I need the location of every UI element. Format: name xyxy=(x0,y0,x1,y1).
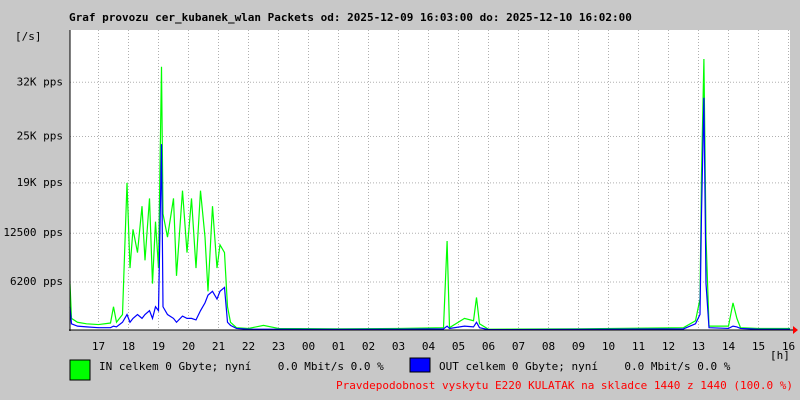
series-line xyxy=(69,97,790,331)
x-tick-label: 04 xyxy=(422,340,436,353)
x-unit: [h] xyxy=(770,349,790,362)
y-tick-label: 6200 pps xyxy=(10,275,63,288)
x-tick-label: 07 xyxy=(512,340,525,353)
x-tick-label: 12 xyxy=(662,340,675,353)
x-tick-label: 08 xyxy=(542,340,555,353)
lines xyxy=(69,59,790,331)
x-tick-label: 14 xyxy=(722,340,736,353)
x-tick-label: 23 xyxy=(272,340,285,353)
x-tick-label: 03 xyxy=(392,340,405,353)
x-tick-label: 13 xyxy=(692,340,705,353)
x-tick-label: 15 xyxy=(752,340,765,353)
y-tick-label: 25K pps xyxy=(17,129,63,142)
legend-label: OUT celkem 0 Gbyte; nyní 0.0 Mbit/s 0.0 … xyxy=(439,360,731,373)
x-tick-label: 10 xyxy=(602,340,615,353)
x-tick-label: 20 xyxy=(182,340,195,353)
x-tick-label: 19 xyxy=(152,340,165,353)
x-tick-label: 06 xyxy=(482,340,495,353)
x-tick-label: 11 xyxy=(632,340,645,353)
x-tick-label: 09 xyxy=(572,340,585,353)
legend: IN celkem 0 Gbyte; nyní 0.0 Mbit/s 0.0 %… xyxy=(69,357,731,381)
y-tick-label: 19K pps xyxy=(17,176,63,189)
x-tick-label: 00 xyxy=(302,340,315,353)
x-tick-label: 05 xyxy=(452,340,465,353)
x-tick-label: 21 xyxy=(212,340,225,353)
x-tick-label: 18 xyxy=(122,340,135,353)
footer: Pravdepodobnost vyskytu E220 KULATAK na … xyxy=(336,379,793,392)
x-tick-label: 17 xyxy=(92,340,105,353)
axis-arrow xyxy=(793,326,798,334)
series-line xyxy=(69,59,790,330)
chart-title: Graf provozu cer_kubanek_wlan Packets od… xyxy=(69,11,632,24)
x-tick-label: 02 xyxy=(362,340,375,353)
x-tick-label: 01 xyxy=(332,340,345,353)
x-tick-label: 16 xyxy=(782,340,795,353)
legend-label: IN celkem 0 Gbyte; nyní 0.0 Mbit/s 0.0 % xyxy=(99,360,384,373)
x-tick-label: 22 xyxy=(242,340,255,353)
y-tick-label: 12500 pps xyxy=(3,226,63,239)
grid xyxy=(70,30,790,330)
plot-area xyxy=(70,30,790,330)
legend-swatch xyxy=(69,359,91,381)
y-tick-label: 32K pps xyxy=(17,75,63,88)
y-unit: [/s] xyxy=(15,30,42,43)
legend-swatch xyxy=(409,357,431,373)
